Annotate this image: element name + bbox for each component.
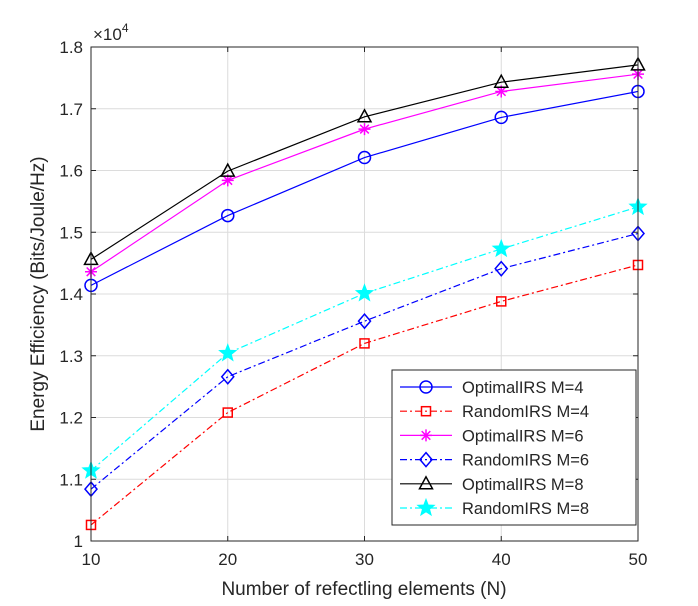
series-6-point [354,283,375,302]
series-6-point [218,343,238,362]
x-tick-label: 20 [218,550,237,569]
y-tick-label: 1.8 [59,38,83,57]
series-2-point [359,338,370,349]
y-tick-label: 1.5 [59,223,83,242]
y-exponent-power: 4 [122,21,129,35]
legend-marker [416,497,436,517]
legend-marker [420,405,432,417]
series-5-point [493,73,510,88]
series-2-point [222,407,233,418]
series-line-1 [90,90,639,286]
y-axis-label: Energy Efficiency (Bits/Joule/Hz) [28,156,49,431]
legend-marker [420,429,432,442]
series-4-point [220,368,235,385]
series-4-point [357,313,372,330]
x-tick-label: 30 [355,550,374,569]
y-tick-label: 1.6 [59,162,83,181]
legend-label: RandomIRS M=8 [462,500,589,518]
y-tick-label: 1.1 [59,470,83,489]
series-lines [90,64,639,526]
series-1-point [221,208,235,223]
series-line-6 [90,206,639,472]
series-1-point [357,150,372,165]
x-tick-label: 40 [492,550,511,569]
series-3-point [221,174,234,187]
series-6-point [491,238,511,258]
legend-marker [419,380,433,394]
y-tick-label: 1.7 [59,100,83,119]
series-5-point [219,162,236,177]
x-tick-label: 10 [82,550,101,569]
series-3-point [358,123,371,136]
legend-label: RandomIRS M=4 [462,403,589,421]
y-axis: 1 1.1 1.2 1.3 1.4 1.5 1.6 1.7 1.8 [59,38,638,551]
x-axis: 10 20 30 40 50 [82,47,648,569]
series-line-5 [90,64,639,260]
series-4-point [494,260,509,277]
x-axis-label: Number of refectling elements (N) [221,579,506,600]
y-tick-label: 1.4 [59,285,83,304]
series-1-point [494,110,508,125]
legend-label: RandomIRS M=6 [462,452,589,470]
y-tick-label: 1 [74,532,83,551]
series-3-point [495,85,508,98]
y-exponent-label: ×104 [93,21,129,44]
legend-label: OptimalIRS M=8 [462,476,584,494]
legend-label: OptimalIRS M=4 [462,379,584,397]
legend-marker [419,451,433,468]
series-2-point [496,296,507,307]
y-tick-label: 1.3 [59,347,83,366]
legend-box [391,369,637,526]
legend: OptimalIRS M=4 RandomIRS M=4 OptimalIRS M=… [391,369,637,526]
x-tick-label: 50 [629,550,648,569]
series-5-point [356,108,373,123]
legend-label: OptimalIRS M=6 [462,427,584,445]
y-tick-label: 1.2 [59,409,83,428]
series-line-2 [90,264,639,526]
legend-marker [418,475,434,490]
